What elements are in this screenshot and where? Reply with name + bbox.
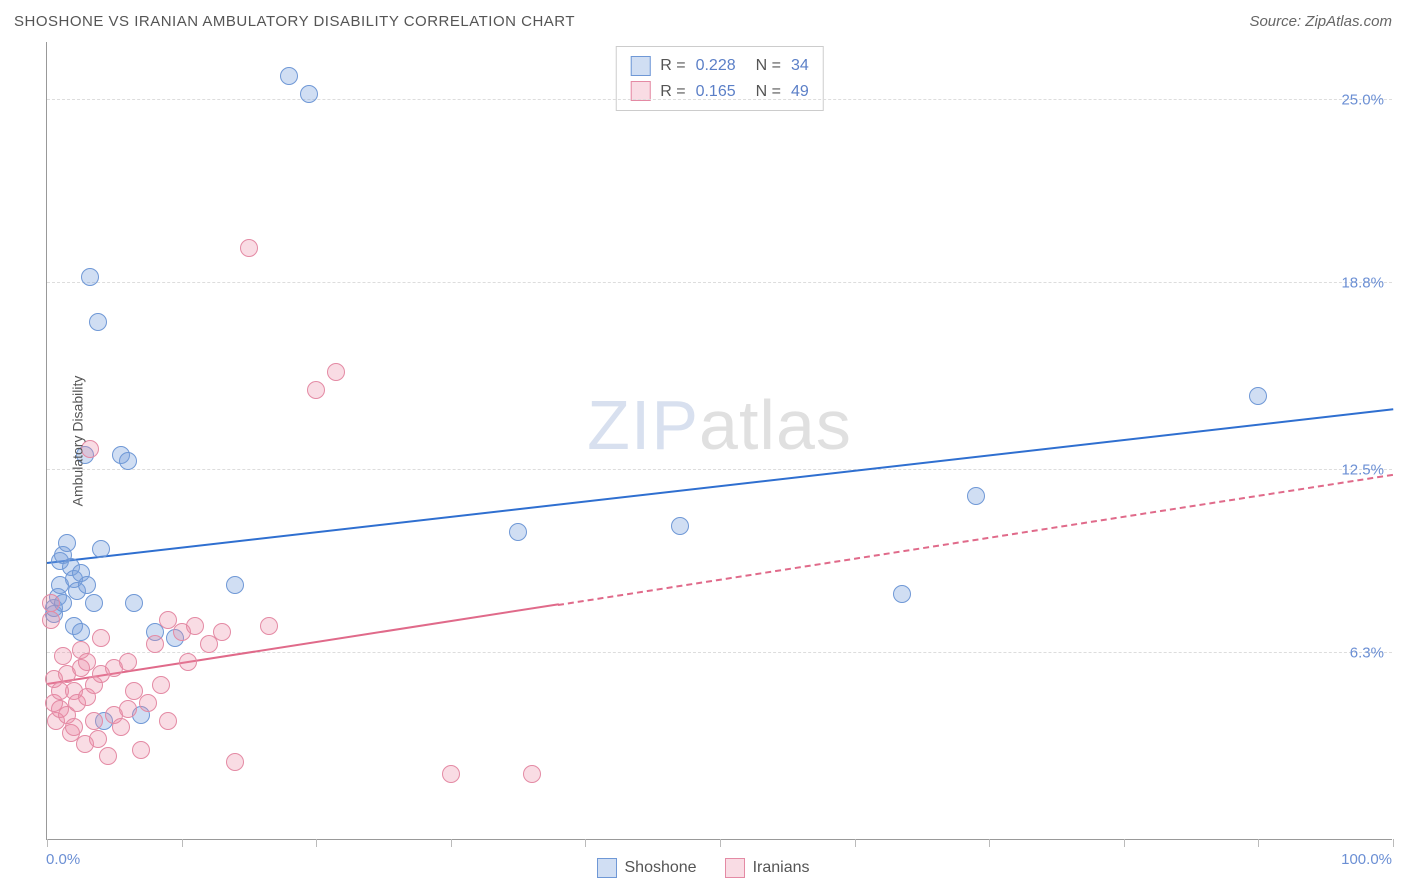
chart-title: SHOSHONE VS IRANIAN AMBULATORY DISABILIT… <box>14 13 575 30</box>
x-tick <box>855 839 856 847</box>
gridline-h <box>47 99 1392 100</box>
x-tick <box>47 839 48 847</box>
bottom-legend: Shoshone Iranians <box>0 858 1406 878</box>
data-point <box>300 85 318 103</box>
data-point <box>119 452 137 470</box>
stats-legend-box: R = 0.228 N = 34 R = 0.165 N = 49 <box>615 46 824 111</box>
stat-r-value: 0.228 <box>696 53 736 79</box>
data-point <box>54 647 72 665</box>
data-point <box>92 540 110 558</box>
x-tick <box>316 839 317 847</box>
legend-swatch <box>725 858 745 878</box>
data-point <box>307 381 325 399</box>
data-point <box>58 534 76 552</box>
data-point <box>893 585 911 603</box>
gridline-h <box>47 469 1392 470</box>
data-point <box>89 313 107 331</box>
y-axis-label: Ambulatory Disability <box>69 376 85 507</box>
data-point <box>125 594 143 612</box>
stat-n-value: 49 <box>791 79 809 105</box>
stat-n-label: N = <box>756 79 781 105</box>
x-tick <box>182 839 183 847</box>
data-point <box>72 623 90 641</box>
watermark-zip: ZIP <box>587 386 699 464</box>
data-point <box>327 363 345 381</box>
data-point <box>179 653 197 671</box>
data-point <box>1249 387 1267 405</box>
plot-region: ZIPatlas R = 0.228N = 34R = 0.165N = 49 … <box>46 42 1392 840</box>
gridline-h <box>47 282 1392 283</box>
data-point <box>119 700 137 718</box>
x-tick <box>1124 839 1125 847</box>
chart-header: SHOSHONE VS IRANIAN AMBULATORY DISABILIT… <box>0 0 1406 42</box>
y-tick-label: 18.8% <box>1341 275 1384 292</box>
data-point <box>65 718 83 736</box>
data-point <box>226 753 244 771</box>
data-point <box>112 718 130 736</box>
data-point <box>280 67 298 85</box>
x-tick <box>989 839 990 847</box>
data-point <box>442 765 460 783</box>
legend-swatch <box>597 858 617 878</box>
stats-row: R = 0.165 N = 49 <box>630 79 809 105</box>
y-tick-label: 25.0% <box>1341 92 1384 109</box>
trend-line <box>47 604 559 686</box>
x-tick <box>451 839 452 847</box>
stat-r-value: 0.165 <box>696 79 736 105</box>
chart-area: ZIPatlas R = 0.228N = 34R = 0.165N = 49 … <box>46 42 1392 840</box>
data-point <box>226 576 244 594</box>
data-point <box>42 594 60 612</box>
data-point <box>671 517 689 535</box>
stat-n-label: N = <box>756 53 781 79</box>
legend-item: Iranians <box>725 858 810 878</box>
chart-source: Source: ZipAtlas.com <box>1249 13 1392 30</box>
data-point <box>132 741 150 759</box>
data-point <box>523 765 541 783</box>
data-point <box>139 694 157 712</box>
data-point <box>146 635 164 653</box>
stat-n-value: 34 <box>791 53 809 79</box>
data-point <box>119 653 137 671</box>
data-point <box>509 523 527 541</box>
stat-r-label: R = <box>660 53 685 79</box>
x-tick <box>1393 839 1394 847</box>
x-tick <box>720 839 721 847</box>
legend-item: Shoshone <box>597 858 697 878</box>
legend-swatch <box>630 56 650 76</box>
data-point <box>42 611 60 629</box>
data-point <box>85 712 103 730</box>
watermark-atlas: atlas <box>699 386 852 464</box>
stats-row: R = 0.228 N = 34 <box>630 53 809 79</box>
data-point <box>89 730 107 748</box>
data-point <box>260 617 278 635</box>
data-point <box>78 576 96 594</box>
legend-label: Shoshone <box>625 859 697 877</box>
x-tick <box>585 839 586 847</box>
data-point <box>240 239 258 257</box>
trend-line <box>47 408 1393 564</box>
data-point <box>99 747 117 765</box>
y-tick-label: 6.3% <box>1350 644 1384 661</box>
legend-label: Iranians <box>753 859 810 877</box>
data-point <box>152 676 170 694</box>
x-tick <box>1258 839 1259 847</box>
stat-r-label: R = <box>660 79 685 105</box>
data-point <box>213 623 231 641</box>
data-point <box>159 712 177 730</box>
data-point <box>92 629 110 647</box>
data-point <box>967 487 985 505</box>
data-point <box>186 617 204 635</box>
watermark: ZIPatlas <box>587 385 852 465</box>
data-point <box>85 594 103 612</box>
data-point <box>81 268 99 286</box>
